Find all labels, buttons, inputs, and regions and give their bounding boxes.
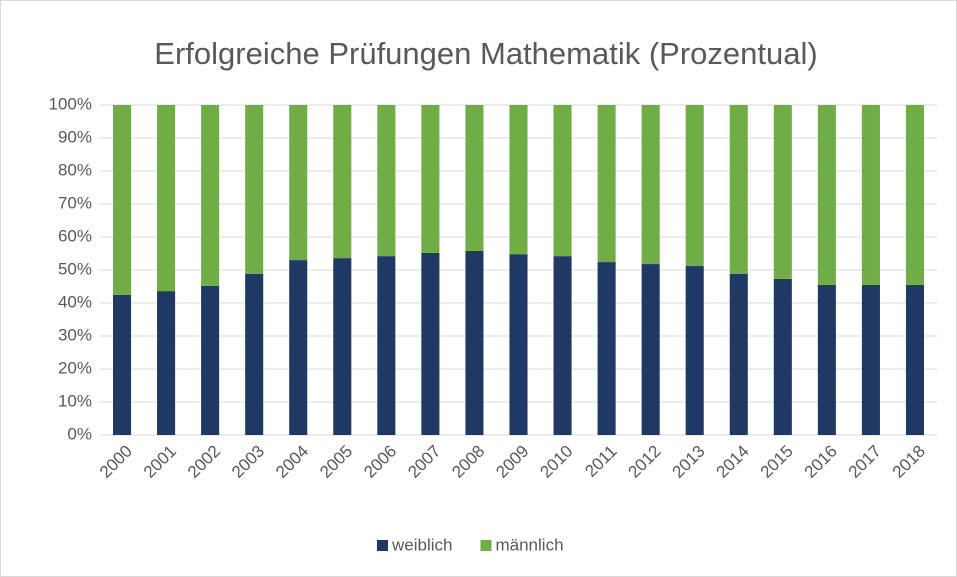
bar-segment — [641, 264, 660, 435]
y-tick-label: 20% — [58, 358, 92, 377]
bar-segment — [289, 105, 308, 261]
bar-segment — [773, 278, 792, 435]
bar-segment — [289, 260, 308, 435]
bar-segment — [201, 105, 220, 286]
y-tick-label: 70% — [58, 193, 92, 212]
y-tick-label: 0% — [67, 424, 92, 443]
bar-segment — [817, 284, 836, 435]
bar-segment — [817, 105, 836, 285]
bar-segment — [421, 252, 440, 435]
y-tick-label: 10% — [58, 391, 92, 410]
bar-segment — [377, 105, 396, 257]
bar-segment — [377, 256, 396, 435]
bar-segment — [597, 262, 616, 435]
legend-swatch — [480, 540, 492, 551]
bar-segment — [729, 105, 748, 274]
bar-segment — [112, 105, 132, 295]
y-tick-label: 80% — [58, 160, 92, 179]
bar-segment — [685, 266, 704, 435]
bar-segment — [245, 273, 264, 435]
y-tick-label: 90% — [58, 127, 92, 146]
bar-segment — [553, 256, 572, 435]
y-tick-label: 40% — [58, 292, 92, 311]
bar-segment — [245, 105, 264, 274]
legend-swatch — [377, 540, 388, 551]
bar-segment — [685, 105, 704, 267]
y-tick-label: 60% — [58, 226, 92, 245]
bar-segment — [729, 273, 748, 435]
bar-segment — [861, 284, 880, 435]
bar-segment — [465, 105, 484, 251]
y-tick-label: 50% — [58, 259, 92, 278]
bar-segment — [509, 105, 528, 255]
bar-segment — [905, 284, 925, 435]
legend-label: weiblich — [391, 535, 452, 554]
chart-title: Erfolgreiche Prüfungen Mathematik (Proze… — [154, 36, 817, 71]
bar-segment — [861, 105, 880, 285]
legend-label: männlich — [495, 535, 563, 554]
bar-segment — [553, 105, 572, 257]
bar-segment — [112, 294, 132, 435]
bar-segment — [201, 285, 220, 435]
bar-segment — [157, 105, 176, 292]
bar-segment — [905, 105, 925, 285]
y-tick-label: 100% — [49, 94, 92, 113]
bar-segment — [465, 250, 484, 435]
bar-segment — [773, 105, 792, 279]
bar-segment — [597, 105, 616, 263]
y-tick-label: 30% — [58, 325, 92, 344]
bar-segment — [509, 254, 528, 435]
bar-segment — [157, 291, 176, 435]
bar-segment — [421, 105, 440, 253]
bar-segment — [333, 258, 352, 435]
bar-segment — [641, 105, 660, 265]
bar-segment — [333, 105, 352, 259]
